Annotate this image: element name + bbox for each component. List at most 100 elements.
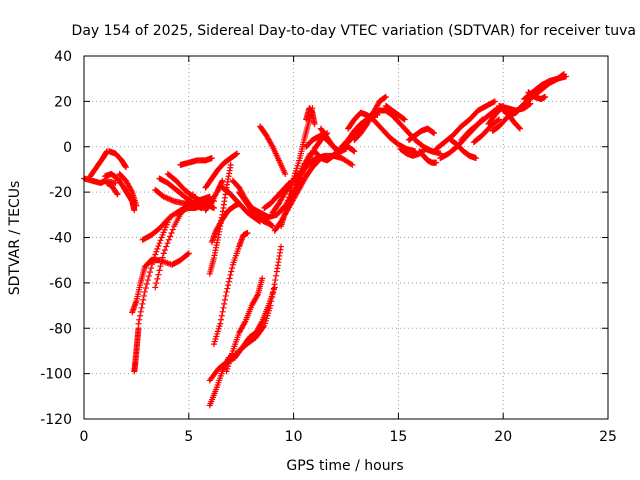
data-point (285, 194, 292, 201)
data-point (159, 254, 166, 261)
y-tick-label: -20 (49, 185, 72, 201)
data-point (222, 292, 229, 299)
data-point (165, 236, 172, 243)
data-point (155, 243, 162, 250)
data-point (273, 272, 280, 279)
data-point (219, 308, 226, 315)
data-series (131, 325, 142, 375)
data-point (289, 178, 296, 185)
data-series (101, 170, 138, 214)
data-series (521, 71, 567, 103)
data-point (151, 254, 158, 261)
data-series (210, 229, 251, 348)
data-series (223, 275, 266, 375)
data-point (382, 93, 389, 100)
data-point (234, 150, 241, 157)
x-tick-label: 5 (184, 429, 193, 445)
data-point (284, 200, 291, 207)
data-series (202, 150, 241, 191)
data-point (491, 98, 498, 105)
data-point (157, 237, 164, 244)
data-point (349, 161, 356, 168)
data-point (136, 316, 143, 323)
data-point (494, 117, 501, 124)
data-point (169, 226, 176, 233)
chart-title: Day 154 of 2025, Sidereal Day-to-day VTE… (72, 23, 636, 39)
data-point (229, 265, 236, 272)
data-point (150, 257, 157, 264)
data-point (259, 275, 266, 282)
data-point (154, 275, 161, 282)
data-point (219, 177, 226, 184)
data-point (227, 271, 234, 278)
data-series (489, 109, 515, 134)
x-tick-label: 0 (80, 429, 89, 445)
data-point (282, 170, 289, 177)
data-point (428, 148, 435, 155)
data-point (153, 280, 160, 287)
x-tick-label: 20 (494, 429, 512, 445)
data-series (303, 105, 318, 128)
data-point (433, 159, 440, 166)
x-tick-label: 15 (389, 429, 407, 445)
data-point (226, 275, 233, 282)
y-tick-label: 0 (63, 140, 72, 156)
data-series (116, 170, 140, 209)
data-point (156, 240, 163, 247)
data-point (158, 258, 165, 265)
data-point (311, 121, 318, 128)
data-point (153, 248, 160, 255)
data-series (106, 148, 129, 171)
data-point (272, 277, 279, 284)
data-point (218, 316, 225, 323)
data-point (137, 312, 144, 319)
data-series (129, 250, 192, 316)
data-point (210, 205, 217, 212)
data-point (157, 263, 164, 270)
data-series (397, 146, 435, 159)
data-series (351, 93, 389, 143)
data-point (221, 296, 228, 303)
data-point (217, 320, 224, 327)
data-series (405, 125, 438, 143)
data-point (139, 300, 146, 307)
data-point (133, 202, 140, 209)
y-axis-label: SDTVAR / TECUs (7, 181, 23, 296)
data-point (560, 71, 567, 78)
data-point (271, 284, 278, 291)
data-point (527, 100, 534, 107)
data-point (208, 155, 215, 162)
data-point (152, 284, 159, 291)
data-point (347, 161, 354, 168)
data-point (225, 278, 232, 285)
data-point (267, 220, 274, 227)
data-point (185, 250, 192, 257)
data-point (285, 197, 292, 204)
data-point (244, 229, 251, 236)
data-point (224, 285, 231, 292)
data-point (163, 243, 170, 250)
data-point (287, 187, 294, 194)
data-series (236, 189, 274, 227)
data-point (140, 296, 147, 303)
data-point (138, 304, 145, 311)
data-series (202, 177, 226, 214)
x-axis-label: GPS time / hours (286, 458, 403, 474)
data-point (542, 93, 549, 100)
data-point (152, 251, 159, 258)
data-point (164, 240, 171, 247)
x-tick-label: 25 (599, 429, 617, 445)
data-point (431, 130, 438, 137)
y-tick-label: -120 (40, 412, 72, 428)
data-point (113, 190, 120, 197)
data-point (218, 312, 225, 319)
data-point (289, 181, 296, 188)
points-layer (81, 71, 570, 409)
data-point (278, 243, 285, 250)
data-point (351, 148, 358, 155)
y-tick-label: 40 (54, 49, 72, 65)
data-point (145, 273, 152, 280)
data-point (112, 180, 119, 187)
data-point (401, 116, 408, 123)
